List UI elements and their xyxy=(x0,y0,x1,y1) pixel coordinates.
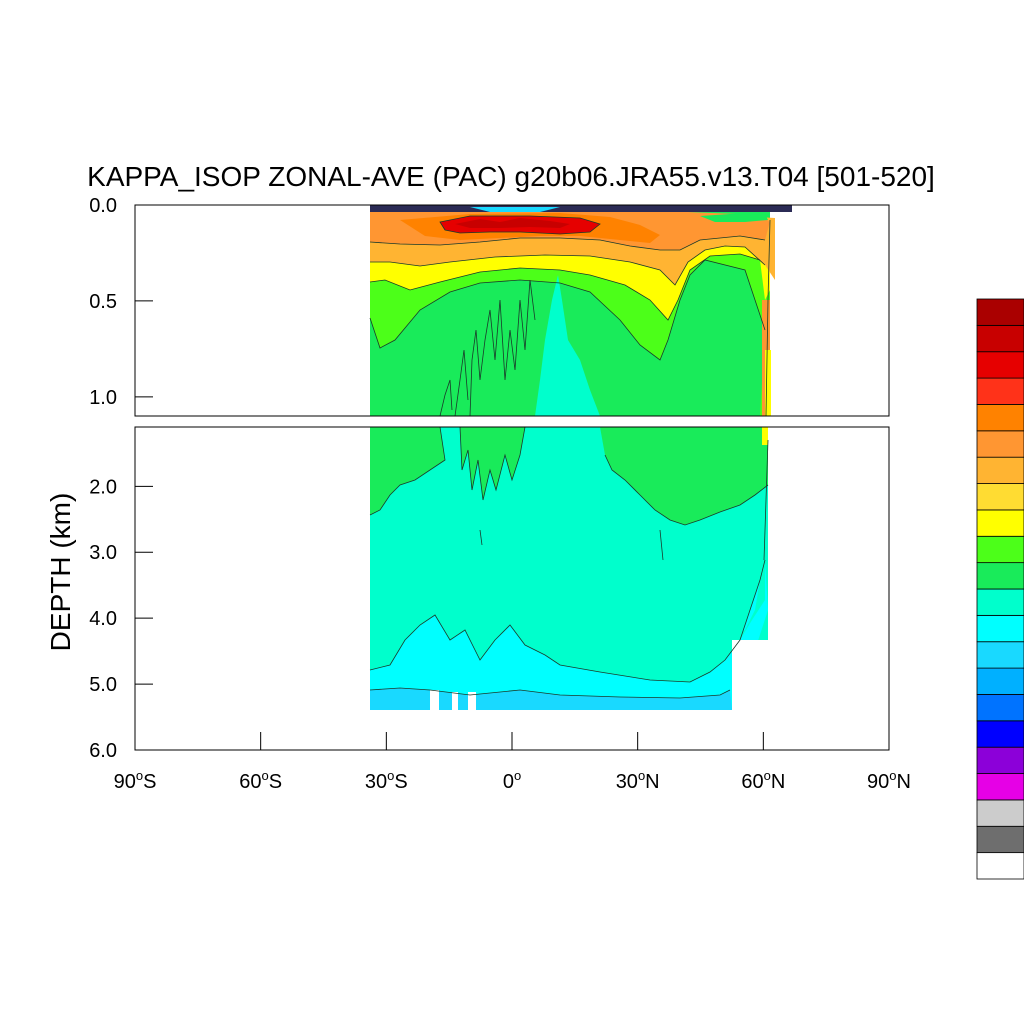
colorbar-swatch xyxy=(976,720,1024,748)
colorbar-swatch xyxy=(976,404,1024,432)
colorbar-swatch xyxy=(976,667,1024,695)
x-tick-label: 30oN xyxy=(616,768,660,793)
colorbar-swatch xyxy=(976,509,1024,537)
upper-cyan-plume xyxy=(535,275,600,416)
colorbar-swatch xyxy=(976,324,1024,353)
region-green-lower xyxy=(370,427,445,515)
contour-line xyxy=(459,427,526,501)
contour-line xyxy=(439,379,453,416)
y-tick-label: 3.0 xyxy=(89,542,117,564)
colorbar-swatch xyxy=(976,456,1024,484)
region-deep-cyan xyxy=(370,560,768,710)
surface-layer xyxy=(370,205,792,212)
colorbar-swatch xyxy=(976,825,1024,854)
contour-line xyxy=(469,279,536,416)
colorbar-swatch xyxy=(976,614,1024,643)
y-tick-label: 4.0 xyxy=(89,608,117,630)
contour-line xyxy=(369,253,761,321)
colorbar-swatch xyxy=(976,483,1024,511)
axis-ticks xyxy=(134,204,890,751)
colorbar-swatch xyxy=(976,799,1024,827)
right-edge-yellow-lower xyxy=(762,427,768,445)
contour-line xyxy=(765,219,771,416)
colorbar-swatch xyxy=(976,298,1024,326)
chart-title: KAPPA_ISOP ZONAL-AVE (PAC) g20b06.JRA55.… xyxy=(87,161,935,192)
contour-line xyxy=(369,559,766,683)
contour-line xyxy=(454,349,469,416)
contour-line xyxy=(369,687,731,699)
right-bottom-white xyxy=(732,640,772,720)
y-axis-label: DEPTH (km) xyxy=(45,493,76,652)
right-edge-yellow xyxy=(765,350,771,416)
y-tick-label: 0.5 xyxy=(89,291,117,313)
colorbar-swatch xyxy=(976,773,1024,801)
colorbar-swatch xyxy=(976,641,1024,669)
y-tick-label: 0.0 xyxy=(89,195,117,217)
colorbar-swatch xyxy=(976,588,1024,616)
right-edge-step xyxy=(732,560,765,640)
x-tick-label: 90oN xyxy=(867,768,911,793)
contour-line xyxy=(370,245,766,286)
colorbar-swatch xyxy=(976,535,1024,564)
axis-labels: 90oS 60oS 30oS 0o 30oN 60oN 90oN 0.0 0.5 1.0 2.0 3.… xyxy=(89,195,911,793)
y-tick-label: 6.0 xyxy=(89,740,117,762)
x-tick-label: 90oS xyxy=(114,768,157,793)
colorbar-swatch xyxy=(976,562,1024,590)
upper-panel-fields xyxy=(370,205,792,416)
colorbar-swatch xyxy=(976,746,1024,774)
contour-line xyxy=(369,259,766,361)
colorbar-swatch xyxy=(976,852,1024,880)
contour-line xyxy=(763,439,769,561)
contour-line xyxy=(369,235,766,251)
contour-line xyxy=(479,529,483,546)
contour-line xyxy=(369,427,446,516)
colorbar-swatch xyxy=(976,694,1024,722)
surface-blue-patch xyxy=(470,207,560,212)
gap-white-1 xyxy=(430,690,439,710)
lower-panel-fields xyxy=(370,427,772,720)
region-dark-red xyxy=(455,218,570,228)
y-tick-label: 1.0 xyxy=(89,387,117,409)
region-green-right xyxy=(600,427,768,525)
y-tick-label: 5.0 xyxy=(89,674,117,696)
contour-line xyxy=(659,529,664,561)
x-tick-label: 60oN xyxy=(741,768,785,793)
gap-white-2 xyxy=(452,692,458,710)
colorbar xyxy=(976,298,1024,880)
upper-plot-frame xyxy=(134,204,890,417)
lower-contour-lines xyxy=(369,427,769,699)
x-tick-label: 30oS xyxy=(365,768,408,793)
region-deepest-blue xyxy=(370,688,732,710)
upper-contour-lines xyxy=(369,215,771,416)
colorbar-swatch xyxy=(976,430,1024,458)
gap-white-3 xyxy=(468,692,476,710)
y-tick-label: 2.0 xyxy=(89,476,117,498)
contour-line xyxy=(604,454,769,526)
x-tick-label: 60oS xyxy=(239,768,282,793)
contour-line xyxy=(439,215,601,235)
region-nw-green xyxy=(700,214,768,222)
region-green-spikes xyxy=(440,427,525,500)
colorbar-swatch xyxy=(976,351,1024,379)
x-tick-label: 0o xyxy=(503,768,521,793)
colorbar-swatch xyxy=(976,377,1024,405)
